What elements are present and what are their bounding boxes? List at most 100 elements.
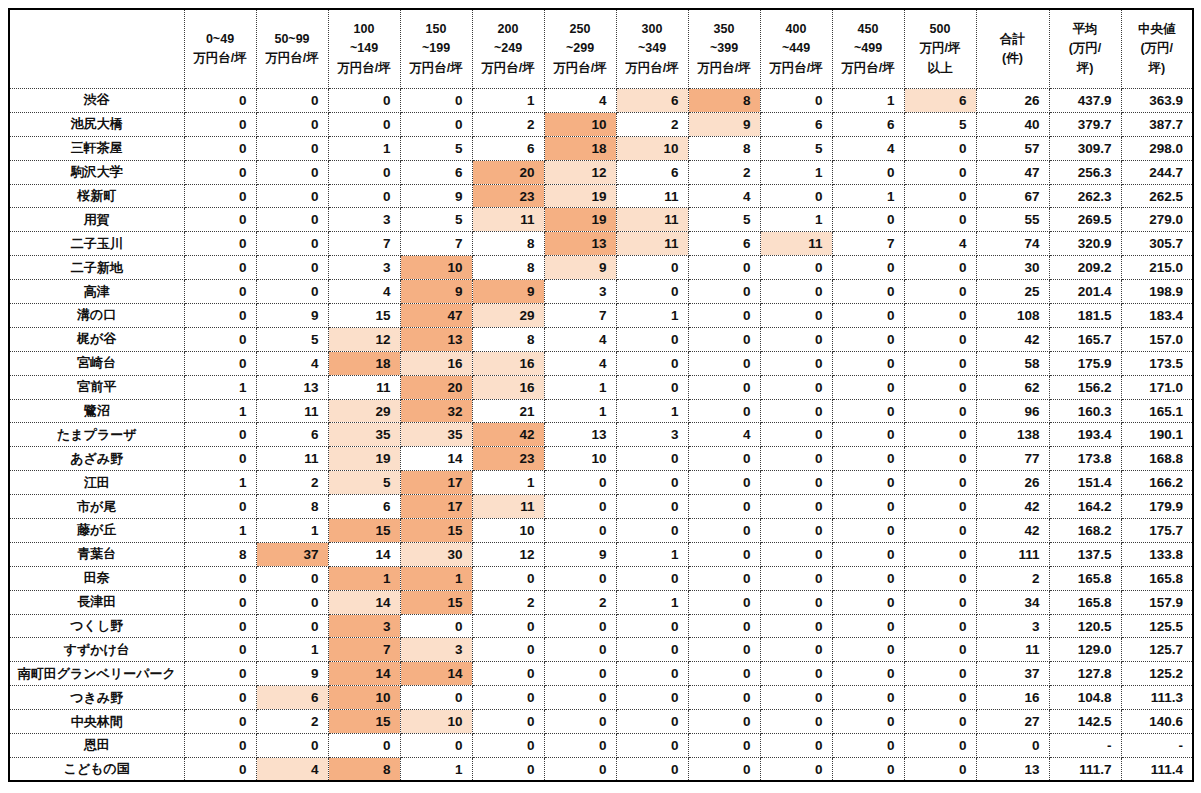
bin-count-cell: 8 xyxy=(256,495,328,519)
mean-cell: 129.0 xyxy=(1049,638,1121,662)
mean-cell: 156.2 xyxy=(1049,375,1121,399)
total-cell: 58 xyxy=(976,351,1049,375)
table-row: 藤が丘1115151000000042168.2175.7 xyxy=(9,519,1193,543)
median-cell: 166.2 xyxy=(1121,471,1193,495)
bin-count-cell: 0 xyxy=(328,734,400,758)
bin-count-cell: 1 xyxy=(616,399,688,423)
bin-count-cell: 0 xyxy=(832,590,904,614)
total-cell: 2 xyxy=(976,566,1049,590)
bin-count-cell: 8 xyxy=(472,256,544,280)
bin-count-cell: 1 xyxy=(184,375,256,399)
mean-cell: 165.8 xyxy=(1049,590,1121,614)
bin-count-cell: 0 xyxy=(256,112,328,136)
table-row: 三軒茶屋001561810854057309.7298.0 xyxy=(9,136,1193,160)
total-cell: 138 xyxy=(976,423,1049,447)
bin-count-cell: 0 xyxy=(616,710,688,734)
bin-count-cell: 0 xyxy=(328,184,400,208)
mean-cell: 379.7 xyxy=(1049,112,1121,136)
mean-cell: 209.2 xyxy=(1049,256,1121,280)
bin-count-cell: 0 xyxy=(688,734,760,758)
bin-count-cell: 6 xyxy=(256,686,328,710)
bin-count-cell: 20 xyxy=(472,160,544,184)
total-cell: 25 xyxy=(976,280,1049,304)
bin-count-cell: 11 xyxy=(760,232,832,256)
bin-count-cell: 1 xyxy=(616,542,688,566)
bin-count-cell: 0 xyxy=(760,662,832,686)
bin-count-cell: 0 xyxy=(256,208,328,232)
header-row: 0~49 万円台/坪50~99 万円台/坪100 ~149 万円台/坪150 ~… xyxy=(9,9,1193,89)
bin-count-cell: 0 xyxy=(184,351,256,375)
bin-count-cell: 0 xyxy=(904,614,976,638)
total-cell: 77 xyxy=(976,447,1049,471)
table-row: 渋谷0000146801626437.9363.9 xyxy=(9,89,1193,113)
bin-count-cell: 1 xyxy=(184,519,256,543)
bin-count-cell: 0 xyxy=(256,136,328,160)
bin-count-cell: 0 xyxy=(832,662,904,686)
bin-count-cell: 0 xyxy=(832,757,904,781)
bin-count-cell: 42 xyxy=(472,423,544,447)
table-body: 渋谷0000146801626437.9363.9池尻大橋00002102966… xyxy=(9,89,1193,782)
mean-cell: 142.5 xyxy=(1049,710,1121,734)
bin-count-cell: 0 xyxy=(760,447,832,471)
station-label: 用賀 xyxy=(9,208,184,232)
median-cell: 157.9 xyxy=(1121,590,1193,614)
bin-count-cell: 0 xyxy=(688,375,760,399)
bin-count-cell: 0 xyxy=(616,638,688,662)
bin-count-cell: 0 xyxy=(688,566,760,590)
bin-count-cell: 0 xyxy=(688,327,760,351)
bin-count-cell: 0 xyxy=(256,734,328,758)
bin-count-cell: 10 xyxy=(400,710,472,734)
bin-count-cell: 0 xyxy=(256,280,328,304)
mean-cell: 256.3 xyxy=(1049,160,1121,184)
mean-cell: 127.8 xyxy=(1049,662,1121,686)
bin-count-cell: 1 xyxy=(544,375,616,399)
bin-count-cell: 8 xyxy=(688,89,760,113)
bin-count-cell: 6 xyxy=(616,160,688,184)
bin-count-cell: 0 xyxy=(184,566,256,590)
bin-count-cell: 11 xyxy=(472,495,544,519)
bin-count-cell: 1 xyxy=(256,638,328,662)
bin-count-cell: 0 xyxy=(184,327,256,351)
bin-count-cell: 0 xyxy=(832,614,904,638)
bin-count-cell: 9 xyxy=(400,184,472,208)
station-label: 池尻大橋 xyxy=(9,112,184,136)
bin-count-cell: 0 xyxy=(904,686,976,710)
bin-count-cell: 1 xyxy=(616,590,688,614)
table-row: 溝の口09154729710000108181.5183.4 xyxy=(9,304,1193,328)
bin-count-cell: 0 xyxy=(616,662,688,686)
bin-count-cell: 1 xyxy=(184,399,256,423)
bin-count-cell: 0 xyxy=(328,160,400,184)
bin-count-cell: 19 xyxy=(544,184,616,208)
median-cell: 125.5 xyxy=(1121,614,1193,638)
bin-count-cell: 13 xyxy=(544,232,616,256)
bin-count-cell: 0 xyxy=(760,686,832,710)
station-label: 高津 xyxy=(9,280,184,304)
mean-cell: 193.4 xyxy=(1049,423,1121,447)
median-cell: 215.0 xyxy=(1121,256,1193,280)
bin-count-cell: 9 xyxy=(544,542,616,566)
bin-count-cell: 0 xyxy=(688,710,760,734)
station-label: 江田 xyxy=(9,471,184,495)
bin-count-cell: 37 xyxy=(256,542,328,566)
median-cell: 179.9 xyxy=(1121,495,1193,519)
bin-count-cell: 0 xyxy=(904,160,976,184)
bin-count-cell: 0 xyxy=(904,375,976,399)
bin-count-cell: 0 xyxy=(184,614,256,638)
bin-count-cell: 4 xyxy=(256,351,328,375)
bin-count-cell: 0 xyxy=(688,256,760,280)
station-label: 駒沢大学 xyxy=(9,160,184,184)
bin-count-cell: 14 xyxy=(328,662,400,686)
column-header-0: 0~49 万円台/坪 xyxy=(184,9,256,89)
bin-count-cell: 0 xyxy=(832,638,904,662)
station-label: 宮前平 xyxy=(9,375,184,399)
total-cell: 16 xyxy=(976,686,1049,710)
bin-count-cell: 0 xyxy=(688,304,760,328)
bin-count-cell: 10 xyxy=(328,686,400,710)
bin-count-cell: 0 xyxy=(832,208,904,232)
table-row: つくし野003000000003120.5125.5 xyxy=(9,614,1193,638)
bin-count-cell: 4 xyxy=(256,757,328,781)
bin-count-cell: 0 xyxy=(688,447,760,471)
bin-count-cell: 0 xyxy=(616,566,688,590)
station-label: こどもの国 xyxy=(9,757,184,781)
bin-count-cell: 9 xyxy=(400,280,472,304)
